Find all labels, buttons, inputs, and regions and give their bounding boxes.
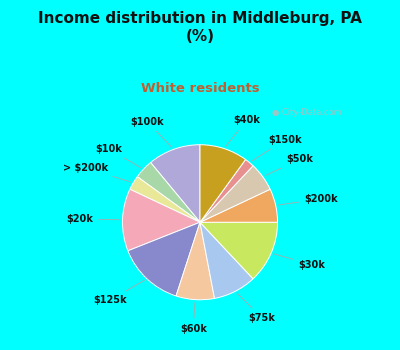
Text: $50k: $50k (265, 154, 314, 175)
Wedge shape (130, 177, 200, 222)
Wedge shape (150, 145, 200, 222)
Wedge shape (122, 189, 200, 251)
Text: $10k: $10k (95, 144, 141, 168)
Wedge shape (200, 160, 253, 222)
Wedge shape (200, 145, 246, 222)
Wedge shape (128, 222, 200, 296)
Wedge shape (200, 189, 278, 222)
Wedge shape (137, 162, 200, 222)
Text: $150k: $150k (252, 135, 302, 161)
Text: $100k: $100k (130, 117, 172, 147)
Wedge shape (176, 222, 214, 300)
Text: Income distribution in Middleburg, PA
(%): Income distribution in Middleburg, PA (%… (38, 10, 362, 44)
Text: $40k: $40k (226, 116, 260, 146)
Text: $60k: $60k (180, 302, 207, 334)
Text: $20k: $20k (66, 214, 120, 224)
Text: $75k: $75k (237, 293, 276, 323)
Text: ● City-Data.com: ● City-Data.com (272, 108, 341, 117)
Text: White residents: White residents (141, 82, 259, 95)
Wedge shape (200, 222, 253, 299)
Text: $200k: $200k (278, 194, 338, 205)
Text: $30k: $30k (274, 254, 325, 270)
Text: $125k: $125k (93, 280, 144, 305)
Wedge shape (200, 222, 278, 279)
Text: > $200k: > $200k (63, 163, 131, 182)
Wedge shape (200, 166, 270, 222)
